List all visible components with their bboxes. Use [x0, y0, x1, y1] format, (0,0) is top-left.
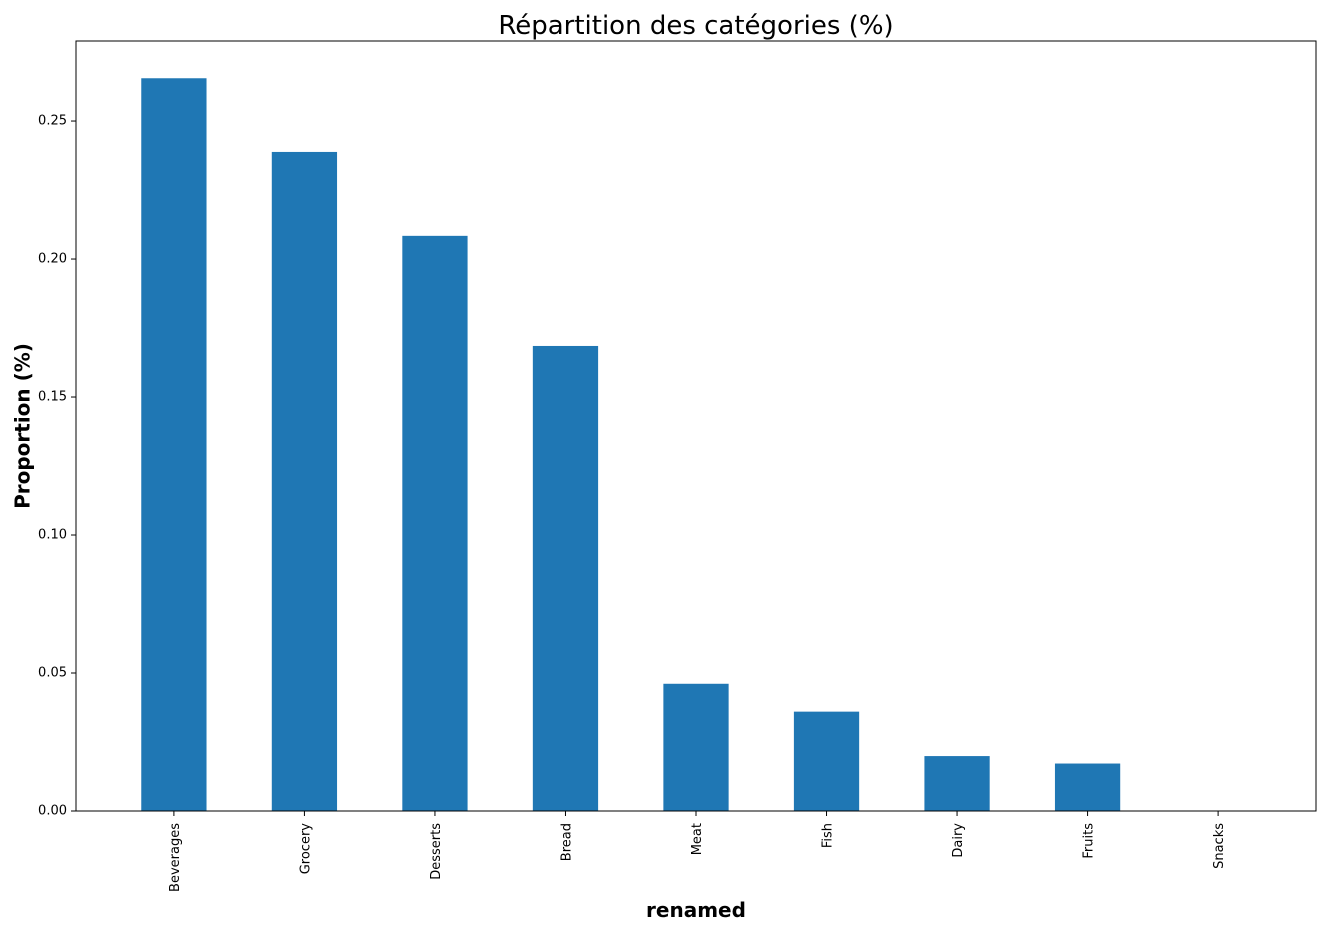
x-axis-label: renamed — [646, 898, 746, 922]
chart-title: Répartition des catégories (%) — [498, 11, 893, 41]
bar-dairy — [924, 756, 990, 811]
x-tick-label-grocery: Grocery — [298, 823, 313, 875]
bar-beverages — [141, 78, 207, 812]
x-tick-label-dairy: Dairy — [951, 823, 966, 858]
x-tick-label-desserts: Desserts — [429, 823, 444, 880]
bar-fish — [793, 711, 860, 811]
bar-meat — [663, 683, 729, 811]
x-axis-ticks: Beverages Grocery Desserts Bread Meat Fish Dai… — [168, 811, 1227, 892]
x-tick-label-beverages: Beverages — [168, 823, 183, 892]
y-tick-label: 0.05 — [38, 666, 67, 681]
bars — [141, 78, 1121, 812]
x-tick-label-bread: Bread — [559, 823, 574, 861]
y-tick-label: 0.00 — [38, 804, 67, 819]
y-tick-label: 0.15 — [38, 390, 67, 405]
y-tick-label: 0.10 — [38, 528, 67, 543]
y-tick-label: 0.25 — [38, 114, 67, 129]
x-tick-label-snacks: Snacks — [1212, 823, 1227, 869]
x-tick-label-fruits: Fruits — [1082, 823, 1097, 859]
bar-grocery — [271, 151, 338, 812]
y-axis-ticks: 0.00 0.05 0.10 0.15 0.20 0.25 — [38, 114, 76, 819]
x-tick-label-fish: Fish — [821, 823, 836, 848]
bar-fruits — [1054, 763, 1121, 811]
bar-desserts — [402, 235, 468, 811]
x-tick-label-meat: Meat — [690, 823, 705, 855]
y-tick-label: 0.20 — [38, 252, 67, 267]
bar-bread — [532, 345, 599, 811]
y-axis-label: Proportion (%) — [11, 343, 35, 509]
